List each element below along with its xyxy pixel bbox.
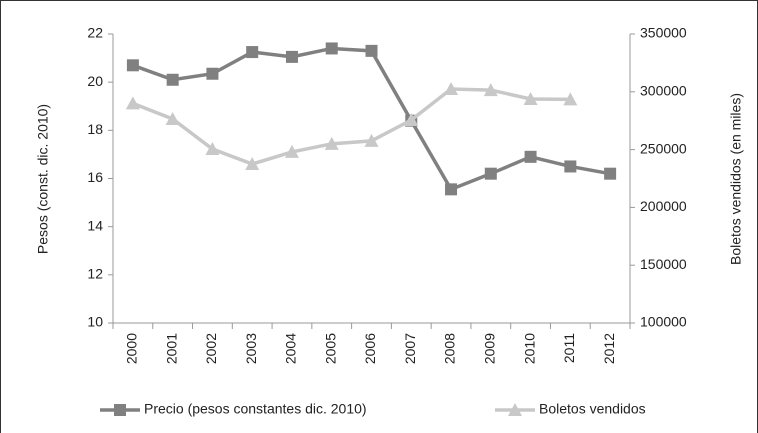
marker: [285, 50, 298, 63]
y-tick-label: 14: [87, 217, 103, 233]
marker: [523, 91, 538, 105]
marker: [445, 183, 458, 196]
x-tick-label: 2000: [124, 333, 140, 364]
marker: [165, 111, 180, 125]
marker: [484, 167, 497, 180]
marker: [444, 82, 459, 96]
series-line: [132, 46, 611, 192]
x-tick-label: 2010: [521, 333, 537, 364]
x-tick-label: 2001: [163, 333, 179, 364]
x-tick-label: 2008: [442, 333, 458, 364]
y2-tick-label: 150000: [640, 256, 687, 272]
y2-axis-label: Boletos vendidos (en miles): [728, 93, 744, 265]
series-line: [132, 87, 571, 166]
legend-label: Boletos vendidos: [539, 401, 646, 417]
marker: [166, 73, 179, 86]
marker: [365, 44, 378, 57]
x-tick-label: 2006: [362, 333, 378, 364]
marker: [324, 136, 339, 150]
y2-tick-label: 250000: [640, 140, 687, 156]
y2-tick-label: 200000: [640, 198, 687, 214]
marker: [604, 167, 617, 180]
marker: [205, 142, 220, 156]
marker: [125, 96, 140, 110]
legend-marker: [508, 403, 522, 416]
marker: [564, 160, 577, 173]
x-tick-label: 2002: [203, 333, 219, 364]
marker: [364, 133, 379, 147]
legend-label: Precio (pesos constantes dic. 2010): [144, 401, 367, 417]
marker: [126, 59, 139, 72]
x-tick-label: 2012: [601, 333, 617, 364]
y-axis-label: Pesos (const. dic. 2010): [35, 104, 51, 254]
x-tick-label: 2004: [283, 333, 299, 364]
y2-tick-label: 100000: [640, 314, 687, 330]
marker: [284, 144, 299, 158]
x-tick-label: 2007: [402, 333, 418, 364]
x-tick-label: 2009: [482, 333, 498, 364]
marker: [245, 157, 260, 171]
x-tick-label: 2005: [322, 333, 338, 364]
marker: [404, 113, 419, 127]
y-tick-label: 12: [87, 266, 103, 282]
marker: [325, 42, 338, 55]
y-tick-label: 20: [87, 73, 103, 89]
marker: [206, 67, 219, 80]
y-tick-label: 16: [87, 169, 103, 185]
x-tick-label: 2003: [243, 333, 259, 364]
legend-marker: [114, 404, 126, 416]
y-tick-label: 18: [87, 121, 103, 137]
marker: [483, 83, 498, 97]
y2-tick-label: 350000: [640, 25, 687, 41]
y2-tick-label: 300000: [640, 83, 687, 99]
marker: [246, 46, 259, 59]
marker: [524, 150, 537, 163]
x-tick-label: 2011: [561, 333, 577, 363]
marker: [563, 92, 578, 106]
y-tick-label: 22: [87, 25, 103, 41]
y-tick-label: 10: [87, 314, 103, 330]
